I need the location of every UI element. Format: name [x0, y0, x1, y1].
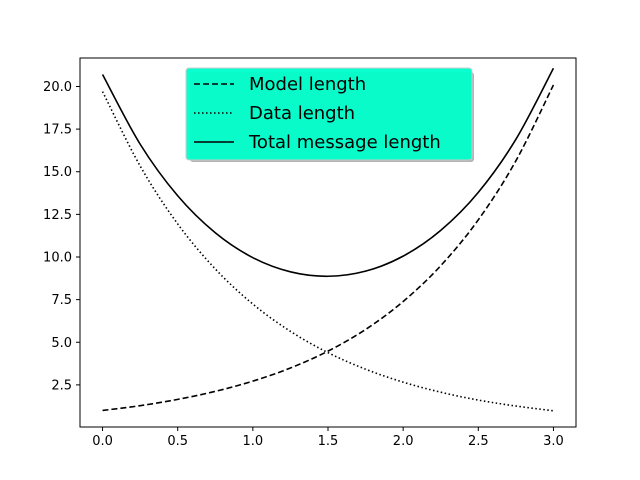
y-tick-label: 10.0 [43, 250, 72, 265]
legend-label: Data length [249, 103, 355, 124]
legend-label: Total message length [248, 132, 441, 153]
y-axis: 2.5 5.0 7.5 10.0 12.5 15.0 17.5 20.0 [43, 80, 80, 393]
y-tick-label: 5.0 [51, 336, 72, 351]
y-tick-label: 15.0 [43, 165, 72, 180]
y-tick-label: 17.5 [43, 123, 72, 138]
legend-entries: Model length Data length Total message len… [194, 74, 441, 153]
series-line-total-message-length [101, 67, 555, 278]
y-tick-label: 7.5 [51, 293, 72, 308]
x-tick-label: 2.0 [393, 434, 414, 449]
x-tick-label: 2.5 [468, 434, 489, 449]
x-tick-label: 0.5 [167, 434, 188, 449]
x-tick-label: 1.5 [318, 434, 339, 449]
x-tick-label: 3.0 [543, 434, 564, 449]
legend-box [185, 67, 473, 161]
y-tick-label: 12.5 [43, 208, 72, 223]
legend: Model length Data length Total message len… [185, 67, 474, 162]
y-tick-label: 2.5 [51, 378, 72, 393]
series-layer [101, 67, 555, 412]
legend-label: Model length [249, 74, 366, 95]
x-axis: 0.0 0.5 1.0 1.5 2.0 2.5 3.0 [92, 427, 564, 449]
x-tick-label: 1.0 [243, 434, 264, 449]
series-line-model-length [102, 84, 555, 412]
axes-frame [79, 57, 577, 428]
x-tick-label: 0.0 [92, 434, 113, 449]
y-tick-label: 20.0 [43, 80, 72, 95]
